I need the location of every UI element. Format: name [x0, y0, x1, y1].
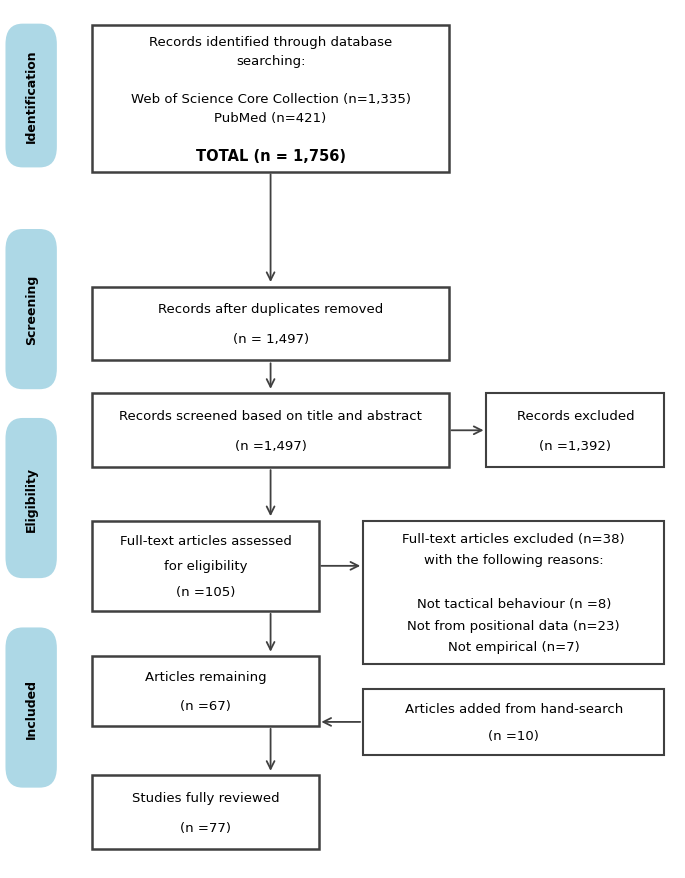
Text: Records screened based on title and abstract: Records screened based on title and abst… — [119, 409, 422, 422]
Text: Records after duplicates removed: Records after duplicates removed — [158, 302, 383, 315]
Text: Articles added from hand-search: Articles added from hand-search — [405, 702, 623, 716]
Text: Full-text articles assessed: Full-text articles assessed — [120, 534, 291, 547]
Text: Articles remaining: Articles remaining — [145, 671, 266, 684]
Text: (n =1,497): (n =1,497) — [235, 440, 306, 452]
FancyBboxPatch shape — [92, 775, 319, 849]
FancyBboxPatch shape — [5, 25, 57, 169]
FancyBboxPatch shape — [5, 419, 57, 579]
FancyBboxPatch shape — [363, 521, 664, 665]
Text: Not tactical behaviour (n =8): Not tactical behaviour (n =8) — [416, 597, 611, 610]
Text: (n =10): (n =10) — [488, 729, 539, 742]
FancyBboxPatch shape — [92, 26, 449, 172]
Text: Screening: Screening — [25, 275, 38, 345]
FancyBboxPatch shape — [5, 628, 57, 788]
FancyBboxPatch shape — [92, 287, 449, 361]
Text: (n =67): (n =67) — [180, 699, 231, 712]
Text: Not from positional data (n=23): Not from positional data (n=23) — [408, 619, 620, 632]
Text: Records identified through database: Records identified through database — [149, 36, 393, 49]
Text: Full-text articles excluded (n=38): Full-text articles excluded (n=38) — [402, 532, 625, 545]
FancyBboxPatch shape — [92, 657, 319, 726]
Text: (n = 1,497): (n = 1,497) — [232, 333, 309, 346]
FancyBboxPatch shape — [92, 521, 319, 611]
Text: (n =77): (n =77) — [180, 821, 231, 834]
Text: TOTAL (n = 1,756): TOTAL (n = 1,756) — [196, 148, 345, 164]
FancyBboxPatch shape — [486, 394, 664, 468]
Text: Identification: Identification — [25, 50, 38, 143]
Text: Studies fully reviewed: Studies fully reviewed — [132, 791, 279, 803]
Text: Eligibility: Eligibility — [25, 466, 38, 531]
Text: (n =105): (n =105) — [176, 586, 235, 599]
Text: Records excluded: Records excluded — [516, 409, 634, 422]
Text: searching:: searching: — [236, 54, 306, 68]
Text: with the following reasons:: with the following reasons: — [424, 554, 603, 566]
Text: PubMed (n=421): PubMed (n=421) — [214, 112, 327, 125]
FancyBboxPatch shape — [363, 689, 664, 755]
Text: Web of Science Core Collection (n=1,335): Web of Science Core Collection (n=1,335) — [131, 93, 410, 105]
FancyBboxPatch shape — [5, 230, 57, 390]
Text: (n =1,392): (n =1,392) — [539, 440, 612, 452]
Text: Included: Included — [25, 678, 38, 738]
Text: for eligibility: for eligibility — [164, 559, 247, 572]
FancyBboxPatch shape — [92, 394, 449, 468]
Text: Not empirical (n=7): Not empirical (n=7) — [448, 641, 580, 654]
